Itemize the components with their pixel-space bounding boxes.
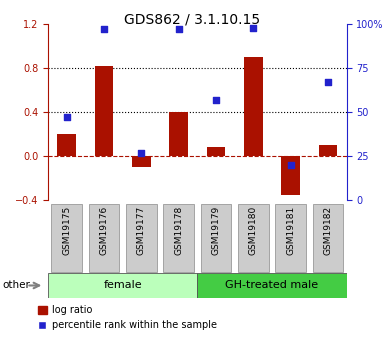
Legend: log ratio, percentile rank within the sample: log ratio, percentile rank within the sa… [34,302,221,334]
Text: GSM19176: GSM19176 [100,206,109,255]
FancyBboxPatch shape [52,204,82,272]
Text: GSM19175: GSM19175 [62,206,71,255]
Text: GSM19177: GSM19177 [137,206,146,255]
Point [250,25,256,30]
Text: GDS862 / 3.1.10.15: GDS862 / 3.1.10.15 [124,12,261,26]
Bar [132,156,151,167]
FancyBboxPatch shape [238,204,269,272]
Point [138,150,144,155]
Point [325,79,331,85]
Text: GSM19179: GSM19179 [211,206,221,255]
Text: GSM19182: GSM19182 [323,206,332,255]
Text: GSM19178: GSM19178 [174,206,183,255]
Bar [169,112,188,156]
Text: GSM19180: GSM19180 [249,206,258,255]
FancyBboxPatch shape [275,204,306,272]
FancyBboxPatch shape [313,204,343,272]
Text: female: female [104,280,142,290]
Bar [244,57,263,156]
Point [288,162,294,168]
Text: GH-treated male: GH-treated male [225,280,318,290]
FancyBboxPatch shape [126,204,157,272]
Point [101,27,107,32]
Point [213,97,219,102]
Bar [281,156,300,195]
Point [176,27,182,32]
FancyBboxPatch shape [89,204,119,272]
Bar [95,66,114,156]
Bar [207,147,225,156]
FancyBboxPatch shape [48,273,197,298]
FancyBboxPatch shape [163,204,194,272]
Bar [57,134,76,156]
Text: GSM19181: GSM19181 [286,206,295,255]
Bar [318,145,337,156]
FancyBboxPatch shape [197,273,346,298]
Text: other: other [2,280,30,290]
FancyBboxPatch shape [201,204,231,272]
Point [64,115,70,120]
